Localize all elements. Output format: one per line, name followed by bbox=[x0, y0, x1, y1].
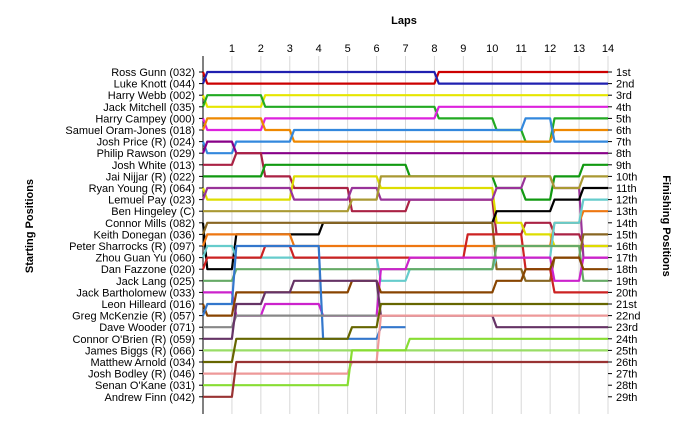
series-line bbox=[203, 314, 608, 375]
finishing-position-label: 23rd bbox=[616, 322, 638, 334]
x-tick-label: 10 bbox=[486, 43, 498, 55]
driver-label: Josh White (013) bbox=[112, 160, 195, 172]
finishing-position-label: 26th bbox=[616, 357, 637, 369]
driver-label: Jack Mitchell (035) bbox=[103, 102, 195, 114]
finishing-position-label: 16th bbox=[616, 241, 637, 253]
x-axis-ticks: 1 2 3 4 5 6 7 8 9 10 11 12 13 14 bbox=[229, 43, 614, 55]
driver-label: Josh Bodley (R) (046) bbox=[88, 369, 195, 381]
series-line bbox=[201, 244, 406, 340]
driver-label: James Biggs (R) (066) bbox=[85, 345, 195, 357]
driver-label: Senan O'Kane (031) bbox=[95, 380, 195, 392]
finishing-position-label: 8th bbox=[616, 148, 631, 160]
driver-label: Greg McKenzie (R) (057) bbox=[72, 311, 195, 323]
finishing-position-label: 15th bbox=[616, 229, 637, 241]
y-axis-label-finishing: Finishing Positions bbox=[660, 175, 672, 276]
series-line bbox=[203, 256, 608, 317]
x-tick-label: 9 bbox=[460, 43, 466, 55]
driver-label: Josh Price (R) (024) bbox=[97, 137, 195, 149]
finishing-position-label: 20th bbox=[616, 287, 637, 299]
series-line bbox=[203, 163, 608, 201]
finishing-position-label: 4th bbox=[616, 102, 631, 114]
x-tick-label: 12 bbox=[544, 43, 556, 55]
finishing-position-label: 18th bbox=[616, 264, 637, 276]
finishing-position-label: 24th bbox=[616, 334, 637, 346]
driver-label: Jack Bartholomew (033) bbox=[76, 287, 195, 299]
chart-title: Laps bbox=[391, 15, 417, 27]
driver-label: Luke Knott (044) bbox=[114, 79, 195, 91]
x-tick-label: 1 bbox=[229, 43, 235, 55]
driver-label: Philip Rawson (029) bbox=[97, 148, 195, 160]
series-lines bbox=[201, 70, 608, 398]
x-tick-label: 6 bbox=[374, 43, 380, 55]
driver-label: Jack Lang (025) bbox=[116, 276, 195, 288]
driver-label: Lemuel Pay (023) bbox=[108, 195, 195, 207]
finishing-position-label: 10th bbox=[616, 171, 637, 183]
finishing-position-label: 25th bbox=[616, 345, 637, 357]
driver-label: Keith Donegan (036) bbox=[93, 229, 195, 241]
series-line bbox=[201, 221, 608, 282]
finishing-position-label: 6th bbox=[616, 125, 631, 137]
driver-label: Harry Webb (002) bbox=[108, 90, 195, 102]
finishing-position-label: 21st bbox=[616, 299, 637, 311]
driver-label: Ryan Young (R) (064) bbox=[89, 183, 195, 195]
series-line bbox=[203, 175, 608, 213]
x-tick-label: 4 bbox=[316, 43, 322, 55]
finishing-position-labels: 1st2nd3rd4th5th6th7th8th9th10th11th12th1… bbox=[616, 67, 640, 404]
starting-position-labels: Ross Gunn (032)Luke Knott (044)Harry Web… bbox=[65, 67, 195, 404]
series-line bbox=[201, 105, 608, 132]
series-line bbox=[203, 360, 608, 398]
x-tick-label: 14 bbox=[602, 43, 614, 55]
x-tick-label: 5 bbox=[345, 43, 351, 55]
finishing-position-label: 28th bbox=[616, 380, 637, 392]
series-line bbox=[203, 314, 377, 329]
finishing-position-label: 5th bbox=[616, 113, 631, 125]
x-tick-label: 7 bbox=[402, 43, 408, 55]
driver-label: Zhou Guan Yu (060) bbox=[96, 253, 195, 265]
driver-label: Leon Hilleard (016) bbox=[101, 299, 195, 311]
driver-label: Ross Gunn (032) bbox=[111, 67, 195, 79]
driver-label: Connor Mills (082) bbox=[105, 218, 195, 230]
finishing-position-label: 17th bbox=[616, 253, 637, 265]
finishing-position-label: 14th bbox=[616, 218, 637, 230]
finishing-position-label: 3rd bbox=[616, 90, 632, 102]
x-tick-label: 3 bbox=[287, 43, 293, 55]
series-line bbox=[203, 302, 608, 364]
x-tick-label: 8 bbox=[431, 43, 437, 55]
series-line bbox=[201, 117, 608, 143]
finishing-position-label: 9th bbox=[616, 160, 631, 172]
y-axis-label-starting: Starting Positions bbox=[24, 179, 36, 273]
series-line bbox=[201, 175, 608, 248]
finishing-position-label: 1st bbox=[616, 67, 631, 79]
series-line bbox=[201, 70, 608, 85]
finishing-position-label: 12th bbox=[616, 195, 637, 207]
driver-label: Harry Campey (000) bbox=[95, 113, 195, 125]
finishing-position-label: 19th bbox=[616, 276, 637, 288]
driver-label: Dan Fazzone (020) bbox=[101, 264, 195, 276]
finishing-position-label: 22nd bbox=[616, 311, 640, 323]
finishing-position-label: 2nd bbox=[616, 79, 634, 91]
finishing-position-label: 27th bbox=[616, 369, 637, 381]
driver-label: Peter Sharrocks (R) (097) bbox=[69, 241, 195, 253]
series-line bbox=[201, 256, 608, 317]
series-line bbox=[203, 337, 608, 387]
driver-label: Jai Nijjar (R) (022) bbox=[106, 171, 195, 183]
x-tick-label: 11 bbox=[516, 43, 527, 55]
finishing-position-label: 13th bbox=[616, 206, 637, 218]
finishing-position-label: 11th bbox=[616, 183, 637, 195]
series-line bbox=[201, 94, 608, 108]
x-tick-label: 13 bbox=[573, 43, 585, 55]
x-tick-label: 2 bbox=[258, 43, 264, 55]
driver-label: Ben Hingeley (C) bbox=[111, 206, 195, 218]
finishing-position-label: 29th bbox=[616, 392, 637, 404]
series-line bbox=[201, 140, 608, 155]
driver-label: Andrew Finn (042) bbox=[105, 392, 196, 404]
finishing-position-label: 7th bbox=[616, 137, 631, 149]
driver-label: Dave Wooder (071) bbox=[99, 322, 195, 334]
series-line bbox=[201, 117, 608, 155]
driver-label: Connor O'Brien (R) (059) bbox=[72, 334, 195, 346]
driver-label: Matthew Arnold (034) bbox=[90, 357, 195, 369]
series-line bbox=[201, 70, 608, 85]
driver-label: Samuel Oram-Jones (018) bbox=[65, 125, 195, 137]
